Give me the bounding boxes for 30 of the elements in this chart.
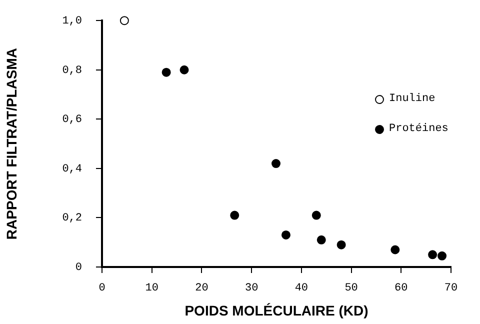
- point: [390, 245, 400, 254]
- point: [162, 68, 171, 77]
- y-tick-label: 0,2: [62, 212, 82, 225]
- x-tick-label: 60: [394, 282, 408, 295]
- x-tick-label: 50: [344, 282, 358, 295]
- point: [428, 250, 438, 260]
- y-tick-label: 1,0: [62, 16, 82, 28]
- point: [336, 240, 346, 250]
- legend-label: Inuline: [389, 93, 436, 105]
- x-tick-label: 70: [444, 282, 458, 295]
- x-tick-label: 20: [195, 282, 208, 295]
- y-tick-label: 0,6: [62, 114, 82, 126]
- point: [120, 16, 129, 26]
- point: [438, 251, 447, 260]
- point: [316, 235, 326, 244]
- point: [230, 210, 240, 220]
- x-axis-title: POIDS MOLÉCULAIRE (KD): [184, 302, 368, 318]
- y-tick-label: 0,8: [62, 64, 82, 77]
- y-tick-label: 0: [75, 262, 82, 274]
- point: [180, 65, 189, 74]
- point: [272, 159, 280, 168]
- point: [281, 230, 290, 240]
- point: [312, 210, 321, 220]
- legend-label: Protéines: [389, 123, 448, 135]
- y-tick-label: 0,4: [62, 163, 82, 176]
- x-tick-label: 40: [294, 282, 308, 295]
- x-tick-label: 0: [98, 282, 106, 295]
- x-tick-label: 30: [244, 282, 258, 295]
- x-tick-label: 10: [145, 282, 158, 295]
- y-axis-title: RAPPORT FILTRAT/PLASMA: [3, 48, 20, 240]
